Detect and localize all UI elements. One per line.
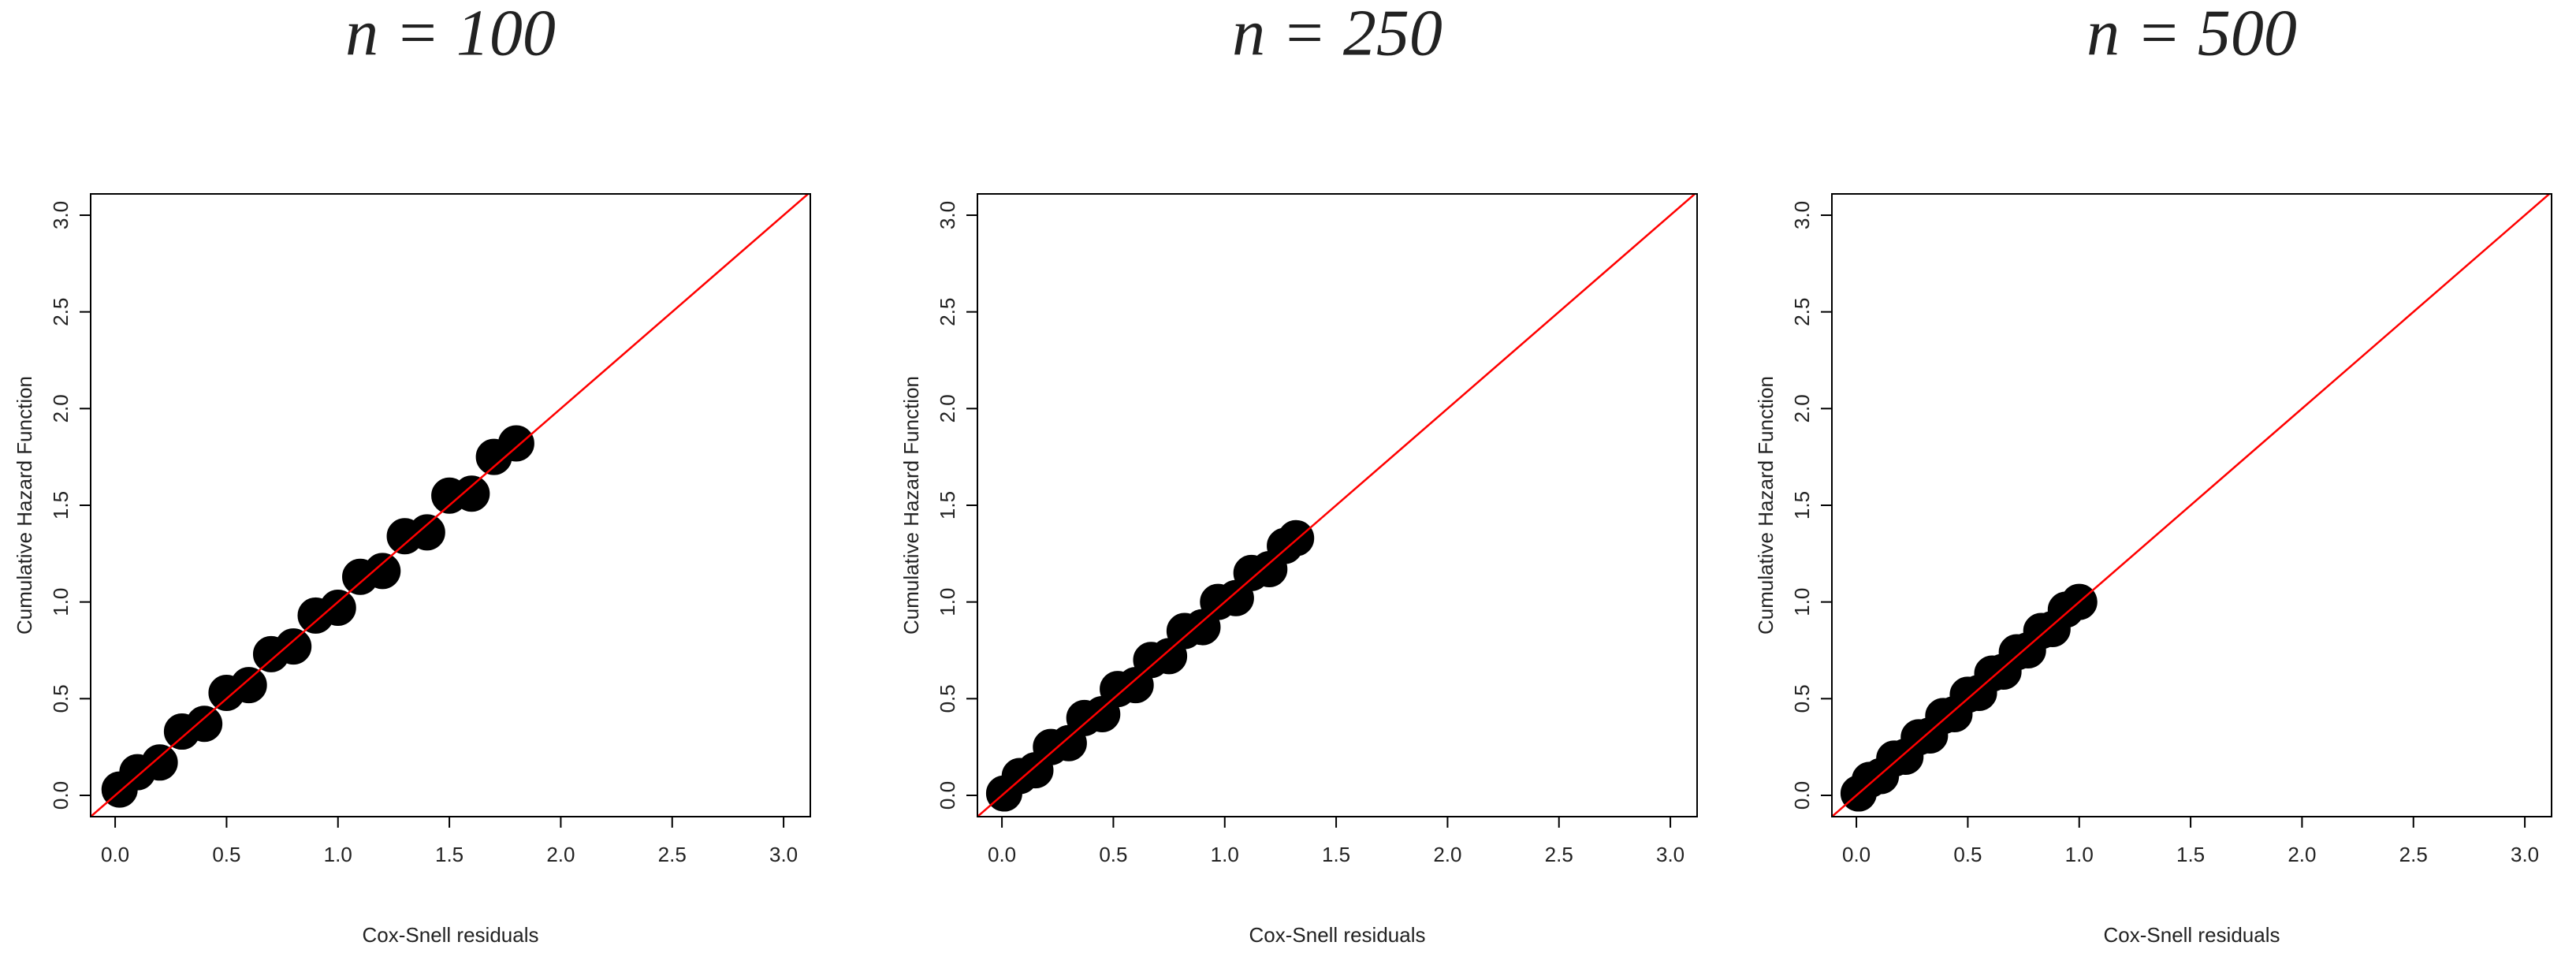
reference-line	[91, 194, 810, 817]
y-tick-label: 2.5	[1790, 298, 1814, 326]
points	[977, 194, 1697, 817]
y-tick-label: 3.0	[1790, 201, 1814, 229]
y-tick-label: 1.0	[1790, 588, 1814, 616]
x-tick-label: 1.5	[435, 843, 463, 866]
x-tick-label: 0.0	[101, 843, 129, 866]
reference-line	[1832, 194, 2552, 817]
y-tick-label: 1.5	[936, 491, 959, 519]
x-tick-label: 1.0	[1211, 843, 1239, 866]
y-tick-label: 0.0	[936, 781, 959, 810]
panel-title: n = 500	[2086, 0, 2297, 69]
y-tick-label: 0.0	[49, 781, 73, 810]
x-tick-label: 1.0	[324, 843, 352, 866]
y-tick-label: 2.5	[49, 298, 73, 326]
y-axis-label: Cumulative Hazard Function	[899, 376, 923, 635]
panel: n = 100 0.0 0.5 1.0 1.5 2.0 2.5 3.0 0.0 0.5 1.0 1.5…	[13, 0, 811, 947]
y-axis-label: Cumulative Hazard Function	[1754, 376, 1778, 635]
reference-line	[977, 194, 1697, 817]
y-tick-label: 0.5	[936, 684, 959, 713]
x-axis-label: Cox-Snell residuals	[2104, 923, 2280, 947]
x-tick-label: 0.0	[988, 843, 1016, 866]
y-tick-label: 0.5	[49, 684, 73, 713]
y-tick-label: 1.5	[1790, 491, 1814, 519]
point	[275, 628, 312, 665]
x-tick-label: 0.5	[212, 843, 240, 866]
x-tick-label: 0.0	[1842, 843, 1871, 866]
x-tick-label: 2.0	[546, 843, 575, 866]
x-tick-label: 1.0	[2065, 843, 2094, 866]
point	[364, 553, 401, 590]
y-tick-label: 2.5	[936, 298, 959, 326]
x-tick-label: 1.5	[1322, 843, 1350, 866]
plot-frame	[1831, 193, 2552, 817]
y-tick-label: 2.0	[1790, 394, 1814, 423]
x-tick-label: 3.0	[769, 843, 798, 866]
x-axis-label: Cox-Snell residuals	[363, 923, 539, 947]
points	[91, 194, 810, 817]
point	[408, 514, 445, 551]
x-axis-label: Cox-Snell residuals	[1249, 923, 1426, 947]
x-tick-label: 3.0	[2511, 843, 2539, 866]
panel-title: n = 100	[345, 0, 556, 69]
x-tick-label: 0.5	[1099, 843, 1127, 866]
x-tick-label: 2.5	[1545, 843, 1573, 866]
x-tick-label: 0.5	[1953, 843, 1982, 866]
point	[497, 425, 534, 462]
x-tick-label: 2.5	[2399, 843, 2428, 866]
x-tick-label: 2.5	[658, 843, 687, 866]
y-tick-label: 2.0	[936, 394, 959, 423]
panel-title: n = 250	[1232, 0, 1442, 69]
point	[186, 706, 223, 743]
y-axis-label: Cumulative Hazard Function	[13, 376, 36, 635]
point	[141, 744, 178, 781]
x-tick-label: 2.0	[2288, 843, 2316, 866]
point	[453, 475, 490, 512]
y-tick-label: 1.5	[49, 491, 73, 519]
panel: n = 500 0.0 0.5 1.0 1.5 2.0 2.5 3.0 0.0 0.5 1.0 1.5…	[1754, 0, 2552, 947]
point	[230, 667, 267, 704]
x-tick-label: 3.0	[1656, 843, 1684, 866]
y-tick-label: 0.0	[1790, 781, 1814, 810]
y-tick-label: 1.0	[49, 588, 73, 616]
plot-frame	[977, 193, 1698, 817]
x-tick-label: 1.5	[2176, 843, 2205, 866]
point	[319, 590, 356, 627]
points	[1832, 194, 2552, 817]
x-tick-label: 2.0	[1433, 843, 1461, 866]
y-tick-label: 2.0	[49, 394, 73, 423]
y-tick-label: 3.0	[49, 201, 73, 229]
y-tick-label: 1.0	[936, 588, 959, 616]
y-tick-label: 0.5	[1790, 684, 1814, 713]
plot-frame	[90, 193, 811, 817]
y-tick-label: 3.0	[936, 201, 959, 229]
panel: n = 250 0.0 0.5 1.0 1.5 2.0 2.5 3.0 0.0 0.5 1.0 1.5…	[899, 0, 1698, 947]
